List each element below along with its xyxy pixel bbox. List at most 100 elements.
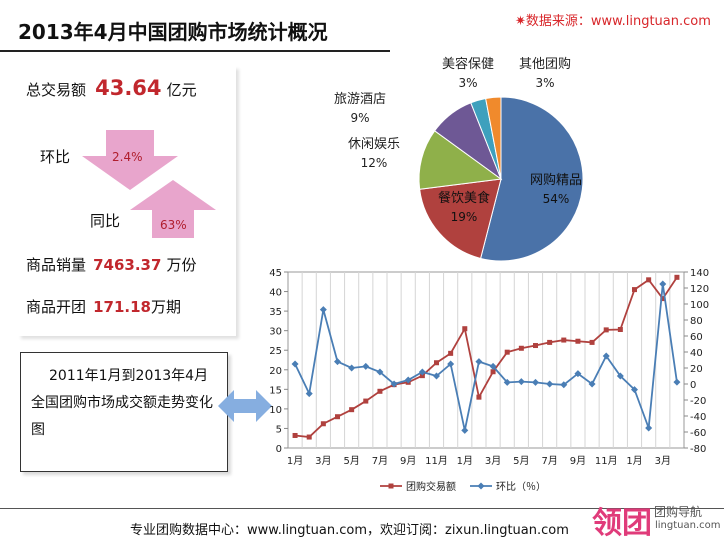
mom-value: 2.4% — [112, 150, 143, 164]
x-tick-label: 1月 — [626, 455, 642, 467]
x-tick-label: 5月 — [343, 455, 359, 467]
pie-label-4: 旅游酒店 — [334, 92, 386, 107]
legend-label-1: 团购交易额 — [406, 480, 456, 493]
pie-label-1: 网购精品 — [530, 172, 582, 188]
mom-label: 环比 — [40, 148, 71, 166]
pie-slice-1 — [479, 96, 584, 262]
series-point-1 — [349, 407, 355, 413]
pie-label-5: 美容保健 — [442, 56, 494, 72]
footer-text: 专业团购数据中心：www.lingtuan.com，欢迎订阅：zixun.lin… — [130, 523, 569, 538]
pie-label-6: 其他团购 — [519, 56, 571, 72]
x-tick-label: 5月 — [513, 455, 529, 467]
pie-value-5: 3% — [458, 76, 477, 90]
pie-label-3: 休闲娱乐 — [348, 137, 400, 152]
total-volume-unit: 亿元 — [166, 81, 197, 99]
y-right-tick-label: 100 — [690, 300, 709, 311]
series-point-2 — [348, 364, 356, 372]
sales-value: 7463.37 — [93, 256, 162, 274]
series-point-1 — [603, 327, 609, 333]
sales-volume: 商品销量 7463.37 万份 — [26, 254, 197, 275]
series-line-1 — [294, 276, 678, 438]
trend-line-chart: 0 5 10 15 20 25 30 35 40 45 -80 -60 -40 -20 0 20 40 60 80 1… — [269, 268, 709, 493]
x-tick-label: 9月 — [400, 455, 416, 467]
y-right-tick-label: -40 — [690, 412, 706, 423]
series-point-1 — [632, 287, 637, 293]
pie-slice-2 — [419, 178, 502, 260]
x-tick-label: 7月 — [372, 455, 388, 467]
page-title: 2013年4月中国团购市场统计概况 — [18, 20, 328, 44]
total-volume-value: 43.64 — [95, 76, 162, 100]
x-tick-label: 9月 — [570, 455, 586, 467]
series-point-1 — [518, 345, 524, 351]
series-point-1 — [377, 388, 383, 394]
series-point-2 — [291, 360, 299, 368]
trend-description-box: 2011年1月到2013年4月全国团购市场成交额走势变化图 — [20, 352, 228, 472]
series-point-1 — [674, 274, 680, 280]
y-right-tick-label: 60 — [690, 332, 703, 343]
y-left-tick-label: 45 — [269, 268, 282, 279]
y-left-tick-label: 35 — [269, 307, 282, 318]
series-point-1 — [490, 369, 496, 375]
y-right-tick-label: 40 — [690, 348, 703, 359]
total-volume-label: 总交易额 — [26, 81, 87, 99]
y-left-tick-label: 10 — [269, 405, 282, 416]
series-point-1 — [363, 398, 369, 404]
up-arrow-icon — [130, 180, 216, 238]
yoy-value: 63% — [160, 218, 187, 232]
series-point-1 — [335, 414, 340, 420]
series-point-1 — [646, 277, 652, 283]
series-point-2 — [447, 360, 455, 368]
deals-value: 171.18 — [93, 298, 151, 316]
y-right-tick-label: 140 — [690, 268, 709, 279]
series-point-2 — [334, 358, 341, 366]
series-point-2 — [532, 378, 539, 386]
category-pie-chart: 网购精品 54% 餐饮美食 19% 休闲娱乐 12% 旅游酒店 9% 美容保健 3% 其他团购 3% — [334, 56, 584, 262]
series-point-1 — [504, 349, 510, 355]
series-point-2 — [376, 368, 384, 376]
pie-value-3: 12% — [361, 156, 388, 170]
x-tick-label: 3月 — [655, 455, 671, 467]
x-tick-label: 7月 — [541, 455, 557, 467]
series-point-2 — [560, 381, 568, 389]
y-right-tick-label: 80 — [690, 316, 703, 327]
trend-description: 2011年1月到2013年4月全国团购市场成交额走势变化图 — [31, 368, 213, 438]
y-right-tick-label: 120 — [690, 284, 709, 295]
series-point-2 — [546, 380, 554, 388]
series-point-2 — [433, 372, 440, 380]
y-left-tick-label: 15 — [269, 385, 282, 396]
pie-value-6: 3% — [535, 76, 554, 90]
series-point-2 — [631, 386, 638, 394]
series-point-2 — [461, 426, 469, 434]
x-tick-label: 3月 — [315, 455, 331, 467]
x-tick-label: 3月 — [485, 455, 501, 467]
series-point-1 — [320, 421, 326, 427]
series-point-1 — [575, 338, 581, 344]
series-point-2 — [404, 376, 412, 384]
pie-value-1: 54% — [543, 192, 570, 206]
series-point-1 — [434, 360, 439, 366]
pie-slice-6 — [485, 96, 502, 180]
series-point-1 — [660, 296, 666, 302]
series-point-2 — [602, 352, 610, 360]
footer: 专业团购数据中心：www.lingtuan.com，欢迎订阅：zixun.lin… — [0, 508, 724, 545]
series-point-1 — [419, 373, 425, 379]
y-left-tick-label: 30 — [269, 327, 282, 338]
y-right-tick-label: -80 — [690, 444, 706, 455]
y-left-tick-label: 40 — [269, 288, 282, 299]
legend-label-2: 环比（％） — [496, 481, 546, 493]
series-point-1 — [306, 434, 312, 440]
x-tick-label: 1月 — [287, 455, 303, 467]
brand-logo: 领团 — [592, 506, 652, 541]
series-point-1 — [476, 394, 482, 400]
y-right-tick-label: 20 — [690, 364, 703, 375]
y-left-tick-label: 5 — [276, 424, 282, 435]
series-point-2 — [418, 368, 426, 376]
yoy-label: 同比 — [90, 212, 121, 230]
x-tick-label: 1月 — [457, 455, 473, 467]
y-left-tick-label: 0 — [276, 444, 282, 455]
series-point-1 — [547, 339, 553, 345]
y-right-tick-label: -60 — [690, 428, 706, 439]
x-tick-label: 11月 — [595, 455, 618, 467]
series-point-2 — [362, 362, 370, 370]
y-left-tick-label: 25 — [269, 346, 282, 357]
